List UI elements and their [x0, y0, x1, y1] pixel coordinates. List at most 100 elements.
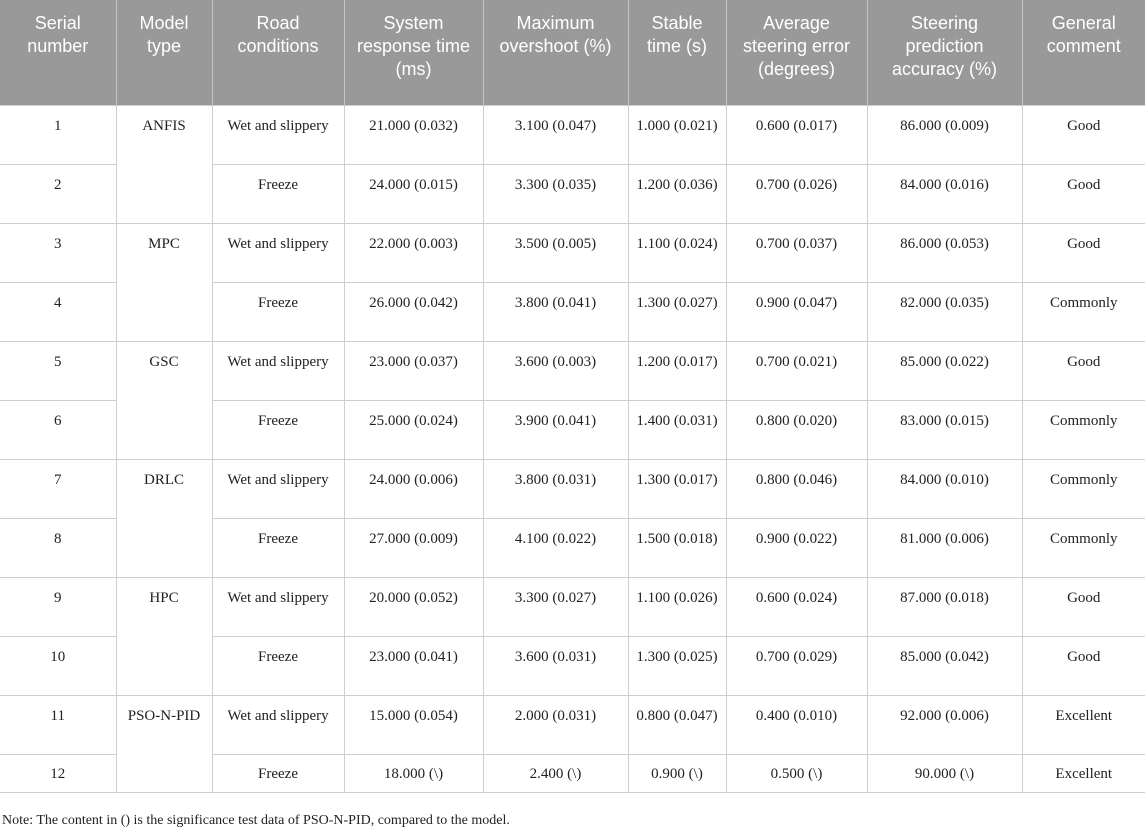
cell-overshoot: 3.300 (0.027)	[482, 576, 629, 637]
cell-model: DRLC	[115, 458, 213, 578]
cell-error: 0.500 (\)	[725, 753, 868, 793]
cell-accuracy: 83.000 (0.015)	[866, 399, 1023, 460]
table-row: 4 Freeze 26.000 (0.042) 3.800 (0.041) 1.…	[0, 281, 1145, 342]
cell-serial: 11	[0, 694, 117, 755]
table-row: 8 Freeze 27.000 (0.009) 4.100 (0.022) 1.…	[0, 517, 1145, 578]
cell-stable: 1.100 (0.026)	[627, 576, 727, 637]
cell-model: ANFIS	[115, 104, 213, 224]
cell-error: 0.700 (0.026)	[725, 163, 868, 224]
cell-overshoot: 3.600 (0.031)	[482, 635, 629, 696]
cell-comment: Good	[1021, 163, 1145, 224]
cell-serial: 8	[0, 517, 117, 578]
table-note: Note: The content in () is the significa…	[2, 813, 510, 828]
cell-accuracy: 85.000 (0.022)	[866, 340, 1023, 401]
table-row: 2 Freeze 24.000 (0.015) 3.300 (0.035) 1.…	[0, 163, 1145, 224]
cell-error: 0.700 (0.021)	[725, 340, 868, 401]
cell-road: Freeze	[211, 163, 345, 224]
table-row: 1 ANFIS Wet and slippery 21.000 (0.032) …	[0, 104, 1145, 224]
cell-response: 15.000 (0.054)	[343, 694, 484, 755]
cell-serial: 5	[0, 340, 117, 401]
cell-serial: 6	[0, 399, 117, 460]
cell-comment: Good	[1021, 340, 1145, 401]
cell-road: Freeze	[211, 753, 345, 793]
cell-response: 24.000 (0.006)	[343, 458, 484, 519]
cell-response: 27.000 (0.009)	[343, 517, 484, 578]
cell-serial: 10	[0, 635, 117, 696]
cell-accuracy: 86.000 (0.009)	[866, 104, 1023, 165]
cell-overshoot: 3.500 (0.005)	[482, 222, 629, 283]
cell-error: 0.800 (0.046)	[725, 458, 868, 519]
cell-response: 25.000 (0.024)	[343, 399, 484, 460]
cell-response: 18.000 (\)	[343, 753, 484, 793]
cell-accuracy: 86.000 (0.053)	[866, 222, 1023, 283]
cell-response: 21.000 (0.032)	[343, 104, 484, 165]
cell-stable: 1.200 (0.017)	[627, 340, 727, 401]
cell-comment: Commonly	[1021, 281, 1145, 342]
cell-stable: 1.200 (0.036)	[627, 163, 727, 224]
cell-stable: 0.900 (\)	[627, 753, 727, 793]
cell-accuracy: 85.000 (0.042)	[866, 635, 1023, 696]
header-stable-time: Stable time (s)	[628, 0, 727, 105]
cell-overshoot: 3.300 (0.035)	[482, 163, 629, 224]
cell-serial: 3	[0, 222, 117, 283]
cell-comment: Commonly	[1021, 399, 1145, 460]
cell-road: Freeze	[211, 281, 345, 342]
cell-stable: 0.800 (0.047)	[627, 694, 727, 755]
cell-response: 24.000 (0.015)	[343, 163, 484, 224]
cell-stable: 1.400 (0.031)	[627, 399, 727, 460]
cell-response: 26.000 (0.042)	[343, 281, 484, 342]
cell-accuracy: 90.000 (\)	[866, 753, 1023, 793]
cell-road: Freeze	[211, 635, 345, 696]
cell-response: 22.000 (0.003)	[343, 222, 484, 283]
cell-accuracy: 84.000 (0.010)	[866, 458, 1023, 519]
cell-response: 20.000 (0.052)	[343, 576, 484, 637]
cell-comment: Good	[1021, 576, 1145, 637]
cell-serial: 9	[0, 576, 117, 637]
cell-road: Wet and slippery	[211, 222, 345, 283]
cell-overshoot: 2.400 (\)	[482, 753, 629, 793]
cell-serial: 1	[0, 104, 117, 165]
cell-overshoot: 4.100 (0.022)	[482, 517, 629, 578]
header-steering-prediction-accuracy: Steering prediction accuracy (%)	[867, 0, 1023, 105]
header-average-steering-error: Average steering error (degrees)	[726, 0, 868, 105]
cell-road: Wet and slippery	[211, 340, 345, 401]
cell-overshoot: 3.900 (0.041)	[482, 399, 629, 460]
cell-error: 0.600 (0.017)	[725, 104, 868, 165]
cell-overshoot: 3.100 (0.047)	[482, 104, 629, 165]
header-maximum-overshoot: Maximum overshoot (%)	[483, 0, 629, 105]
cell-error: 0.800 (0.020)	[725, 399, 868, 460]
cell-accuracy: 84.000 (0.016)	[866, 163, 1023, 224]
cell-overshoot: 3.600 (0.003)	[482, 340, 629, 401]
cell-error: 0.900 (0.022)	[725, 517, 868, 578]
header-road-conditions: Road conditions	[212, 0, 345, 105]
cell-stable: 1.300 (0.027)	[627, 281, 727, 342]
table-row: 12 Freeze 18.000 (\) 2.400 (\) 0.900 (\)…	[0, 753, 1145, 793]
cell-accuracy: 92.000 (0.006)	[866, 694, 1023, 755]
cell-stable: 1.300 (0.017)	[627, 458, 727, 519]
cell-comment: Good	[1021, 222, 1145, 283]
table-row: 9 HPC Wet and slippery 20.000 (0.052) 3.…	[0, 576, 1145, 696]
cell-stable: 1.000 (0.021)	[627, 104, 727, 165]
header-general-comment: General comment	[1022, 0, 1145, 105]
cell-road: Freeze	[211, 399, 345, 460]
table-row: 7 DRLC Wet and slippery 24.000 (0.006) 3…	[0, 458, 1145, 578]
cell-serial: 4	[0, 281, 117, 342]
cell-response: 23.000 (0.041)	[343, 635, 484, 696]
table-row: 5 GSC Wet and slippery 23.000 (0.037) 3.…	[0, 340, 1145, 460]
cell-stable: 1.500 (0.018)	[627, 517, 727, 578]
cell-model: GSC	[115, 340, 213, 460]
cell-model: HPC	[115, 576, 213, 696]
cell-error: 0.700 (0.029)	[725, 635, 868, 696]
header-system-response-time: System response time (ms)	[344, 0, 484, 105]
cell-error: 0.400 (0.010)	[725, 694, 868, 755]
header-serial-number: Serial number	[0, 0, 117, 105]
cell-model: PSO-N-PID	[115, 694, 213, 793]
cell-accuracy: 82.000 (0.035)	[866, 281, 1023, 342]
cell-error: 0.900 (0.047)	[725, 281, 868, 342]
table-row: 11 PSO-N-PID Wet and slippery 15.000 (0.…	[0, 694, 1145, 793]
cell-accuracy: 87.000 (0.018)	[866, 576, 1023, 637]
cell-road: Wet and slippery	[211, 694, 345, 755]
cell-road: Wet and slippery	[211, 458, 345, 519]
results-table: Serial number Model type Road conditions…	[0, 0, 1145, 793]
cell-road: Wet and slippery	[211, 104, 345, 165]
